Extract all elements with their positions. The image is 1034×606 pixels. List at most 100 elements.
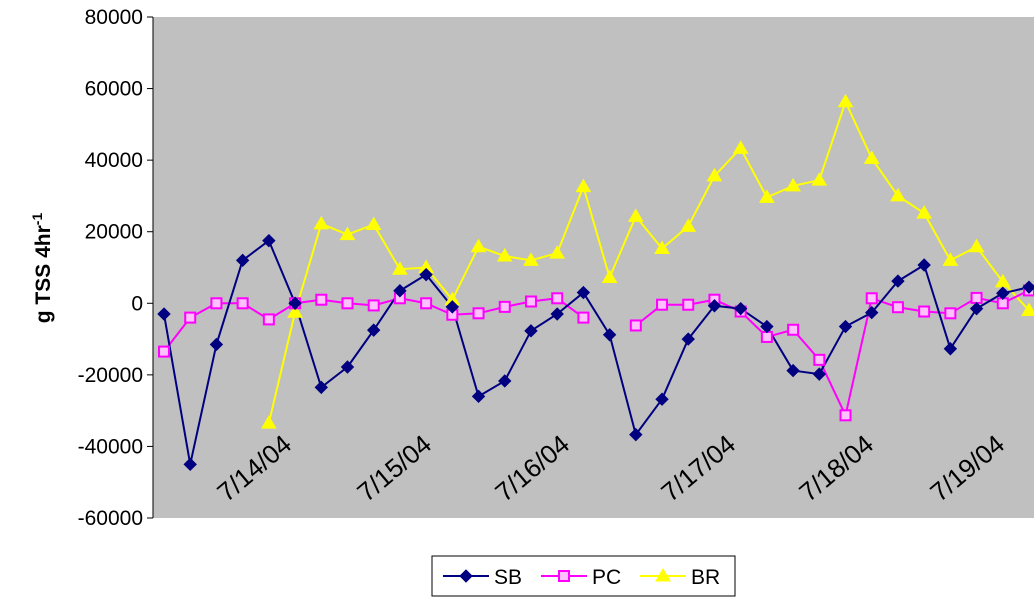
- data-point-sb: [655, 392, 669, 406]
- data-point-br: [496, 248, 513, 262]
- data-point-br: [968, 238, 985, 253]
- data-point-br: [470, 238, 487, 253]
- data-point-br: [863, 150, 880, 164]
- data-point-pc: [236, 297, 249, 310]
- data-point-pc: [158, 345, 170, 358]
- y-axis-title: g TSS 4hr-1: [29, 213, 55, 324]
- data-point-pc: [839, 409, 852, 422]
- data-point-sb: [262, 233, 276, 248]
- data-point-sb: [340, 360, 355, 374]
- data-point-br: [392, 261, 408, 275]
- data-point-sb: [681, 332, 695, 346]
- data-point-sb: [471, 389, 486, 404]
- data-point-br: [1021, 302, 1034, 316]
- data-point-sb: [943, 342, 958, 356]
- data-point-sb: [445, 300, 460, 314]
- data-point-pc: [524, 295, 537, 308]
- data-point-sb: [917, 258, 931, 272]
- y-tick-label: -20000: [78, 364, 143, 387]
- data-point-br: [313, 215, 330, 230]
- series-line-pc: [635, 289, 1030, 417]
- data-point-br: [365, 216, 382, 231]
- data-point-br: [706, 167, 723, 182]
- data-point-br: [523, 252, 539, 266]
- data-point-sb: [550, 307, 564, 321]
- data-point-br: [759, 189, 775, 203]
- data-point-sb: [707, 299, 722, 313]
- y-tick-label: 0: [131, 292, 143, 315]
- data-point-pc: [472, 307, 485, 320]
- data-point-sb: [419, 267, 433, 282]
- y-tick-label: 80000: [85, 6, 143, 29]
- data-point-pc: [944, 307, 957, 320]
- data-point-pc: [682, 298, 695, 311]
- data-point-br: [837, 93, 854, 108]
- data-point-pc: [629, 319, 642, 332]
- y-ticks: 80000 60000 40000 20000 0 -20000 -40000 -60000: [78, 6, 153, 530]
- legend-label-sb: SB: [494, 566, 522, 589]
- data-point-pc: [813, 353, 826, 366]
- data-point-pc: [787, 323, 800, 336]
- legend: SB PC BR: [431, 555, 736, 597]
- legend-marker-br: [655, 568, 671, 582]
- data-point-sb: [760, 319, 774, 334]
- data-point-sb: [524, 324, 538, 338]
- data-point-sb: [314, 380, 328, 395]
- data-point-br: [680, 218, 697, 232]
- data-point-br: [339, 226, 356, 241]
- data-point-sb: [576, 285, 591, 300]
- data-point-br: [942, 252, 959, 266]
- data-point-pc: [551, 292, 564, 305]
- y-tick-label: -60000: [78, 507, 143, 530]
- data-point-pc: [367, 299, 380, 312]
- data-point-sb: [157, 307, 171, 321]
- data-point-br: [890, 187, 906, 202]
- data-point-br: [654, 240, 670, 255]
- y-tick-label: 20000: [85, 221, 143, 244]
- y-tick-label: 40000: [85, 149, 143, 172]
- data-point-sb: [996, 286, 1010, 300]
- data-point-br: [549, 245, 566, 259]
- data-point-br: [575, 178, 592, 193]
- legend-marker-sb: [459, 569, 473, 583]
- data-point-pc: [970, 291, 983, 304]
- data-point-br: [287, 304, 303, 318]
- data-point-pc: [341, 297, 354, 310]
- data-point-pc: [210, 297, 223, 310]
- data-point-sb: [393, 284, 407, 298]
- data-point-pc: [577, 311, 590, 324]
- data-point-sb: [733, 301, 748, 316]
- data-point-sb: [602, 328, 617, 342]
- data-point-sb: [812, 367, 827, 381]
- data-point-sb: [891, 274, 905, 288]
- data-point-sb: [209, 337, 224, 352]
- data-point-sb: [865, 305, 879, 320]
- legend-label-pc: PC: [592, 566, 621, 589]
- data-point-pc: [865, 292, 878, 305]
- data-point-pc: [315, 293, 328, 306]
- data-point-br: [601, 269, 618, 284]
- series-markers: [157, 93, 1034, 472]
- y-tick-label: -40000: [78, 435, 143, 458]
- data-point-br: [916, 205, 933, 219]
- data-point-pc: [262, 313, 275, 326]
- data-point-sb: [183, 457, 197, 472]
- data-point-pc: [891, 301, 904, 314]
- data-point-pc: [498, 300, 511, 313]
- data-point-sb: [786, 363, 800, 378]
- data-point-sb: [288, 296, 302, 310]
- legend-marker-pc: [558, 570, 570, 582]
- data-point-br: [785, 177, 801, 192]
- data-point-pc: [760, 330, 773, 343]
- y-axis-title-sup: -1: [29, 213, 45, 226]
- data-point-sb: [838, 319, 853, 334]
- data-point-pc: [184, 311, 197, 324]
- data-point-pc: [420, 297, 433, 310]
- data-point-sb: [235, 253, 250, 268]
- data-point-sb: [1022, 280, 1034, 294]
- data-point-br: [260, 415, 277, 429]
- data-point-br: [627, 208, 644, 222]
- data-point-br: [732, 140, 749, 154]
- data-point-pc: [656, 298, 669, 311]
